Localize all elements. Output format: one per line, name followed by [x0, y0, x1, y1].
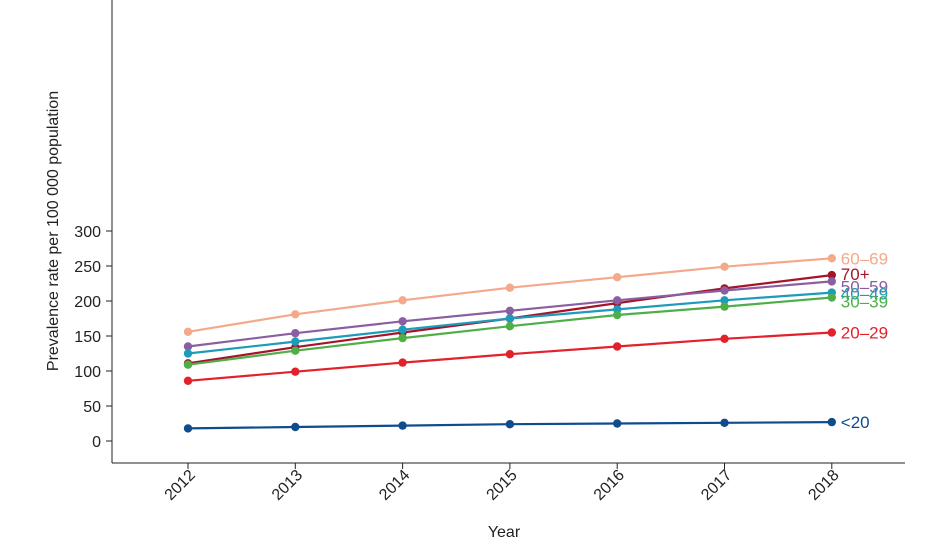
x-tick-label: 2015	[484, 467, 521, 504]
data-point	[505, 322, 515, 331]
x-axis-title: Year	[488, 524, 521, 541]
series-label: 50‒59	[841, 277, 888, 296]
x-tick-label: 2012	[162, 467, 199, 504]
data-point	[505, 306, 515, 315]
y-axis-title: Prevalence rate per 100 000 population	[45, 91, 62, 371]
data-point	[291, 329, 300, 338]
x-tick-label: 2014	[376, 467, 413, 504]
series-group: 20‒29	[183, 324, 888, 385]
data-point	[183, 342, 193, 351]
series-label: 40‒49	[841, 285, 888, 304]
series-label: 60‒69	[841, 249, 888, 268]
data-point	[291, 346, 300, 355]
data-point	[827, 417, 836, 427]
x-tick-label: 2013	[269, 467, 306, 504]
data-point	[291, 367, 300, 376]
series-label: 20‒29	[841, 324, 888, 343]
series-group: 40‒49	[183, 285, 888, 358]
data-point	[183, 360, 193, 369]
y-tick-label: 200	[74, 294, 101, 311]
data-point	[398, 333, 407, 343]
data-point	[291, 310, 300, 319]
data-point	[398, 317, 407, 326]
data-point	[613, 419, 622, 428]
y-tick-label: 250	[74, 259, 101, 276]
data-point	[720, 296, 729, 305]
x-tick-label: 2016	[591, 467, 628, 504]
y-tick-label: 100	[74, 364, 101, 381]
series-group: 30‒39	[183, 293, 888, 369]
series-label: 30‒39	[841, 293, 888, 312]
x-tick-label: 2018	[805, 467, 842, 504]
y-axis-ticks: 0 50 100 150 200 250 300	[74, 224, 112, 451]
data-point	[183, 349, 193, 358]
series-label: 70+	[841, 265, 870, 284]
data-point	[720, 334, 729, 343]
data-point	[720, 286, 729, 295]
data-point	[720, 418, 729, 427]
data-point	[505, 314, 515, 323]
data-point	[398, 296, 407, 305]
data-point	[398, 325, 407, 334]
data-point	[291, 337, 300, 346]
data-point	[613, 273, 622, 282]
data-point	[505, 420, 515, 429]
data-point	[827, 270, 836, 280]
y-tick-label: 150	[74, 329, 101, 346]
data-point	[720, 302, 729, 311]
data-point	[183, 424, 193, 433]
x-tick-label: 2017	[698, 467, 735, 504]
series-group: 50‒59	[183, 277, 888, 351]
data-point	[183, 327, 193, 336]
y-tick-label: 300	[74, 224, 101, 241]
data-point	[183, 376, 193, 385]
series-group: 60‒69	[183, 249, 888, 336]
series-group: <20	[183, 413, 870, 433]
data-point	[398, 421, 407, 430]
data-point	[505, 350, 515, 359]
data-point	[291, 422, 300, 432]
axes	[111, 0, 905, 464]
data-point	[505, 283, 515, 292]
data-point	[827, 277, 836, 286]
data-point	[613, 342, 622, 351]
y-tick-label: 0	[92, 434, 101, 451]
data-point	[827, 254, 836, 263]
data-point	[720, 262, 729, 271]
data-point	[827, 293, 836, 302]
data-point	[827, 328, 836, 337]
data-point	[398, 358, 407, 367]
data-point	[613, 296, 622, 305]
x-axis-ticks: 2012 2013 2014 2015 2016 2017 2018	[162, 463, 843, 504]
series-label: <20	[841, 413, 870, 432]
data-point	[613, 310, 622, 320]
y-tick-label: 50	[83, 399, 101, 416]
